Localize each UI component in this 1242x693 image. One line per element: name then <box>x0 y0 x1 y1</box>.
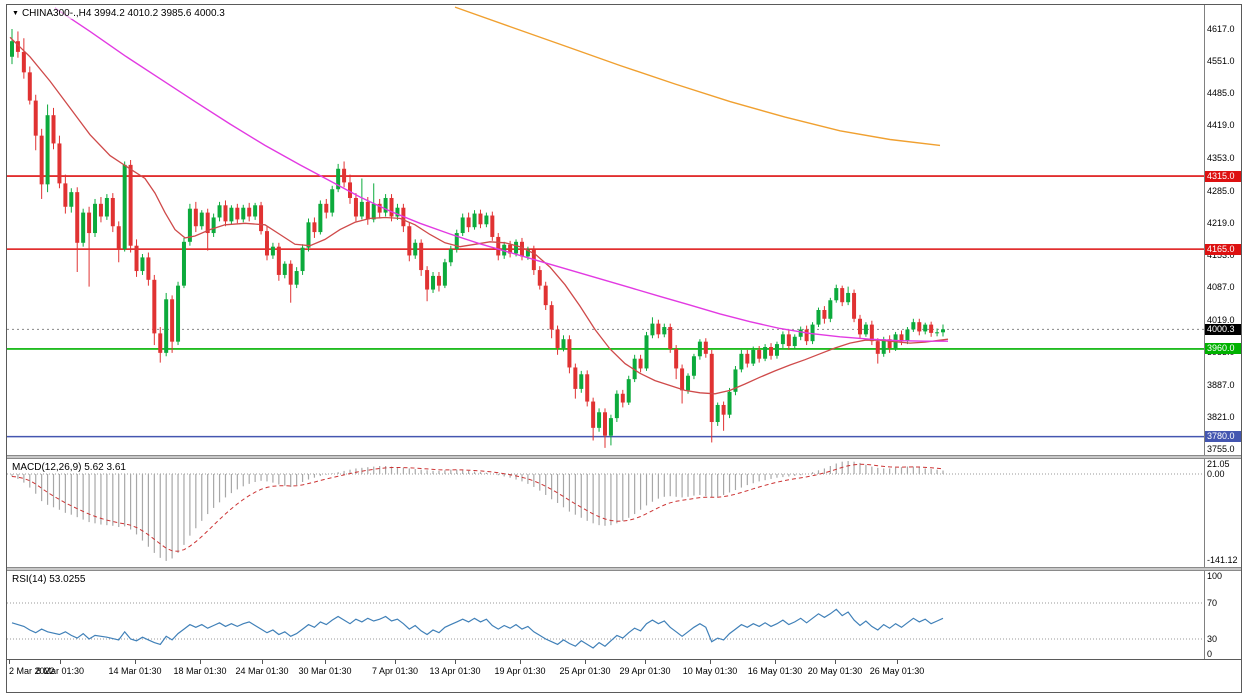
rsi-label-text: RSI(14) 53.0255 <box>12 574 86 585</box>
time-tick <box>395 660 396 664</box>
time-tick <box>200 660 201 664</box>
time-axis-label: 25 Apr 01:30 <box>559 666 611 676</box>
axis-label: 70 <box>1207 598 1218 608</box>
axis-label: 4087.0 <box>1207 282 1235 293</box>
moving-averages <box>9 6 949 395</box>
axis-label: 4019.0 <box>1207 315 1235 326</box>
time-axis-label: 18 Mar 01:30 <box>173 666 227 676</box>
time-tick <box>135 660 136 664</box>
rsi-axis[interactable]: 100 70 30 0 <box>1204 571 1241 659</box>
macd-axis[interactable]: 21.05 0.00 -141.12 <box>1204 459 1241 567</box>
time-axis-label: 2 Mar 2022 <box>9 666 55 676</box>
symbol-ohlc-label: ▼ CHINA300-.,H4 3994.2 4010.2 3985.6 4000… <box>12 8 225 19</box>
macd-chart[interactable] <box>7 459 1204 567</box>
axis-label: 21.05 <box>1207 459 1230 469</box>
symbol-title: CHINA300-.,H4 3994.2 4010.2 3985.6 4000.… <box>21 8 225 19</box>
price-level-badge: 4315.0 <box>1205 170 1241 182</box>
time-tick <box>645 660 646 664</box>
time-axis-label: 8 Mar 01:30 <box>35 666 85 676</box>
time-tick <box>9 660 10 664</box>
time-axis-label: 26 May 01:30 <box>869 666 925 676</box>
time-axis-label: 16 May 01:30 <box>747 666 803 676</box>
panel-splitter-macd[interactable] <box>7 455 1241 459</box>
time-axis-label: 14 Mar 01:30 <box>108 666 162 676</box>
time-tick <box>710 660 711 664</box>
time-axis-label: 29 Apr 01:30 <box>619 666 671 676</box>
main-chart-panel: ▼ CHINA300-.,H4 3994.2 4010.2 3985.6 4000… <box>7 5 1241 455</box>
axis-label: -141.12 <box>1207 555 1238 565</box>
macd-label-text: MACD(12,26,9) 5.62 3.61 <box>12 462 126 473</box>
time-axis-label: 13 Apr 01:30 <box>429 666 481 676</box>
macd-histogram <box>11 461 944 561</box>
price-level-badge: 3960.0 <box>1205 343 1241 355</box>
axis-label: 0 <box>1207 649 1213 659</box>
price-level-badge: 4000.3 <box>1205 323 1241 335</box>
axis-label: 30 <box>1207 634 1218 644</box>
axis-label: 3821.0 <box>1207 411 1235 422</box>
time-tick <box>520 660 521 664</box>
time-tick <box>455 660 456 664</box>
axis-label: 4485.0 <box>1207 88 1235 99</box>
rsi-label: RSI(14) 53.0255 <box>12 574 86 585</box>
axis-label: 100 <box>1207 571 1223 581</box>
time-tick <box>585 660 586 664</box>
price-chart[interactable] <box>7 5 1204 455</box>
candles <box>10 29 946 448</box>
time-tick <box>897 660 898 664</box>
axis-label: 0.00 <box>1207 469 1225 479</box>
axis-label: 4219.0 <box>1207 217 1235 228</box>
time-axis-label: 10 May 01:30 <box>682 666 738 676</box>
axis-label: 4551.0 <box>1207 56 1235 67</box>
panel-splitter-rsi[interactable] <box>7 567 1241 571</box>
time-axis-label: 30 Mar 01:30 <box>298 666 352 676</box>
macd-panel: MACD(12,26,9) 5.62 3.61 21.05 0.00 -141.12 <box>7 459 1241 567</box>
axis-label: 4419.0 <box>1207 120 1235 131</box>
level-lines <box>7 175 1204 438</box>
rsi-panel: RSI(14) 53.0255 100 70 30 0 <box>7 571 1241 659</box>
rsi-chart[interactable] <box>7 571 1204 659</box>
time-axis-label: 20 May 01:30 <box>807 666 863 676</box>
time-tick <box>325 660 326 664</box>
macd-label: MACD(12,26,9) 5.62 3.61 <box>12 462 126 473</box>
price-level-badge: 3780.0 <box>1205 431 1241 443</box>
dropdown-arrow-icon[interactable]: ▼ <box>12 10 19 17</box>
time-axis-label: 24 Mar 01:30 <box>235 666 289 676</box>
price-level-badge: 4165.0 <box>1205 243 1241 255</box>
axis-label: 3887.0 <box>1207 379 1235 390</box>
price-axis[interactable]: 4617.0 4551.0 4485.0 4419.0 4353.0 4285.0 4219… <box>1204 5 1241 455</box>
time-tick <box>262 660 263 664</box>
axis-label: 4353.0 <box>1207 152 1235 163</box>
time-axis-label: 7 Apr 01:30 <box>371 666 419 676</box>
time-tick <box>835 660 836 664</box>
time-tick <box>775 660 776 664</box>
axis-label: 3755.0 <box>1207 443 1235 454</box>
chart-window: ▼ CHINA300-.,H4 3994.2 4010.2 3985.6 4000… <box>6 4 1242 693</box>
axis-label: 4285.0 <box>1207 185 1235 196</box>
axis-label: 4617.0 <box>1207 24 1235 34</box>
time-axis-label: 19 Apr 01:30 <box>494 666 546 676</box>
time-tick <box>60 660 61 664</box>
macd-signal-line <box>11 463 944 552</box>
rsi-line <box>11 608 944 649</box>
axis-label: 4153.0 <box>1207 249 1235 260</box>
time-axis[interactable]: 2 Mar 2022 8 Mar 01:30 14 Mar 01:30 18 Mar … <box>7 659 1241 692</box>
